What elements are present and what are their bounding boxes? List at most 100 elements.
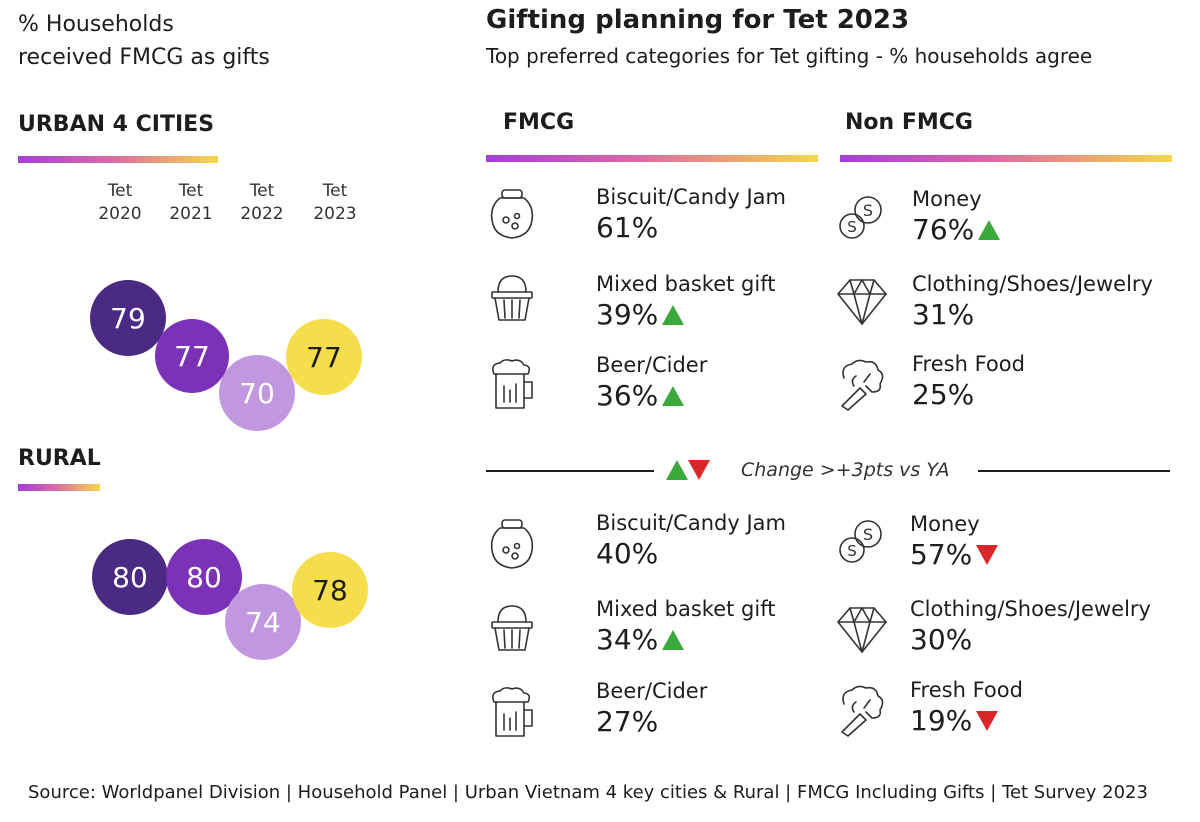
diamond-icon (834, 272, 890, 328)
up-arrow-icon (662, 629, 685, 650)
sub-title: Top preferred categories for Tet gifting… (486, 44, 1093, 68)
rural-underline (18, 484, 100, 491)
urban-fmcg-label-1: Biscuit/Candy Jam (596, 185, 786, 209)
coins-icon (834, 514, 890, 570)
rural-nonfmcg-value-1: 57% (910, 538, 999, 571)
rural-fmcg-value-2: 34% (596, 623, 685, 656)
urban-bubble-2021-value: 77 (174, 339, 210, 373)
year-label-2020-line2: 2020 (98, 204, 142, 224)
rural-fmcg-value-3-text: 27% (596, 705, 659, 738)
urban-bubble-2022-value: 70 (239, 376, 275, 410)
year-label-2022-line2: 2022 (240, 204, 284, 224)
year-label-2020: Tet 2020 (90, 180, 150, 226)
rural-label: RURAL (18, 446, 101, 471)
rural-nonfmcg-label-1: Money (910, 512, 980, 536)
urban-nonfmcg-label-3: Fresh Food (912, 352, 1025, 376)
rural-nonfmcg-value-2: 30% (910, 623, 972, 656)
urban-nonfmcg-value-2-text: 31% (912, 298, 975, 331)
rural-nonfmcg-value-2-text: 30% (910, 623, 973, 656)
urban-fmcg-value-1-text: 61% (596, 211, 659, 244)
rural-nonfmcg-value-1-text: 57% (910, 538, 973, 571)
urban-bubble-2020: 79 (90, 280, 166, 356)
urban-bubble-2022: 70 (219, 355, 295, 431)
urban-nonfmcg-value-2: 31% (912, 298, 974, 331)
urban-fmcg-value-1: 61% (596, 211, 658, 244)
urban-fmcg-value-2: 39% (596, 298, 685, 331)
broccoli-icon (834, 682, 890, 738)
rural-bubble-2020: 80 (92, 539, 168, 615)
down-arrow-icon (688, 460, 710, 480)
legend-text: Change >+3pts vs YA (741, 459, 950, 481)
left-title-line2: received FMCG as gifts (18, 45, 270, 70)
rural-bubble-2022: 74 (225, 584, 301, 660)
up-arrow-icon (662, 304, 685, 325)
rural-bubble-2021: 80 (166, 539, 242, 615)
rural-nonfmcg-value-3: 19% (910, 704, 999, 737)
urban-fmcg-value-3: 36% (596, 379, 685, 412)
fmcg-underline (486, 155, 818, 162)
rural-nonfmcg-label-3: Fresh Food (910, 678, 1023, 702)
left-title: % Households received FMCG as gifts (18, 8, 270, 74)
year-label-2023-line2: 2023 (313, 204, 357, 224)
beer-icon (484, 684, 540, 740)
up-arrow-icon (978, 219, 1001, 240)
rural-fmcg-value-3: 27% (596, 705, 658, 738)
basket-icon (484, 270, 540, 326)
left-title-line1: % Households (18, 12, 174, 37)
rural-fmcg-label-1: Biscuit/Candy Jam (596, 511, 786, 535)
rural-fmcg-value-2-text: 34% (596, 623, 659, 656)
jar-icon (484, 516, 540, 572)
source-note: Source: Worldpanel Division | Household … (28, 782, 1148, 803)
nonfmcg-underline (840, 155, 1172, 162)
divider-left (486, 470, 654, 472)
rural-fmcg-label-3: Beer/Cider (596, 679, 708, 703)
year-label-2023: Tet 2023 (305, 180, 365, 226)
year-label-2021-line1: Tet (178, 181, 204, 201)
urban-fmcg-value-3-text: 36% (596, 379, 659, 412)
rural-bubble-2023-value: 78 (312, 573, 348, 607)
urban-nonfmcg-value-1: 76% (912, 213, 1001, 246)
year-label-2022: Tet 2022 (232, 180, 292, 226)
urban-bubble-2023-value: 77 (306, 340, 342, 374)
year-label-2021-line2: 2021 (169, 204, 213, 224)
rural-nonfmcg-value-3-text: 19% (910, 704, 973, 737)
beer-icon (484, 356, 540, 412)
up-arrow-icon (666, 460, 688, 480)
urban-fmcg-label-2: Mixed basket gift (596, 272, 776, 296)
basket-icon (484, 600, 540, 656)
urban-fmcg-label-3: Beer/Cider (596, 353, 708, 377)
broccoli-icon (834, 356, 890, 412)
divider-right (978, 470, 1170, 472)
urban-fmcg-value-2-text: 39% (596, 298, 659, 331)
urban-bubble-2020-value: 79 (110, 301, 146, 335)
down-arrow-icon (976, 544, 999, 565)
rural-bubble-2020-value: 80 (112, 560, 148, 594)
jar-icon (484, 186, 540, 242)
fmcg-heading: FMCG (503, 110, 575, 135)
down-arrow-icon (976, 710, 999, 731)
up-arrow-icon (662, 385, 685, 406)
coins-icon (834, 190, 890, 246)
year-label-2021: Tet 2021 (161, 180, 221, 226)
rural-fmcg-value-1: 40% (596, 537, 658, 570)
main-title: Gifting planning for Tet 2023 (486, 5, 910, 35)
rural-bubble-2022-value: 74 (245, 605, 281, 639)
legend-arrows (666, 460, 710, 480)
urban-nonfmcg-value-3-text: 25% (912, 378, 975, 411)
year-label-2020-line1: Tet (107, 181, 133, 201)
rural-fmcg-value-1-text: 40% (596, 537, 659, 570)
urban-bubble-2021: 77 (155, 319, 229, 393)
year-label-2023-line1: Tet (322, 181, 348, 201)
urban-nonfmcg-value-1-text: 76% (912, 213, 975, 246)
urban-nonfmcg-label-2: Clothing/Shoes/Jewelry (912, 272, 1153, 296)
rural-nonfmcg-label-2: Clothing/Shoes/Jewelry (910, 597, 1151, 621)
year-label-2022-line1: Tet (249, 181, 275, 201)
diamond-icon (834, 600, 890, 656)
urban-nonfmcg-value-3: 25% (912, 378, 974, 411)
urban-bubble-2023: 77 (286, 319, 362, 395)
nonfmcg-heading: Non FMCG (845, 110, 973, 135)
urban-label: URBAN 4 CITIES (18, 112, 215, 137)
rural-fmcg-label-2: Mixed basket gift (596, 597, 776, 621)
rural-bubble-2023: 78 (292, 552, 368, 628)
urban-underline (18, 156, 218, 163)
